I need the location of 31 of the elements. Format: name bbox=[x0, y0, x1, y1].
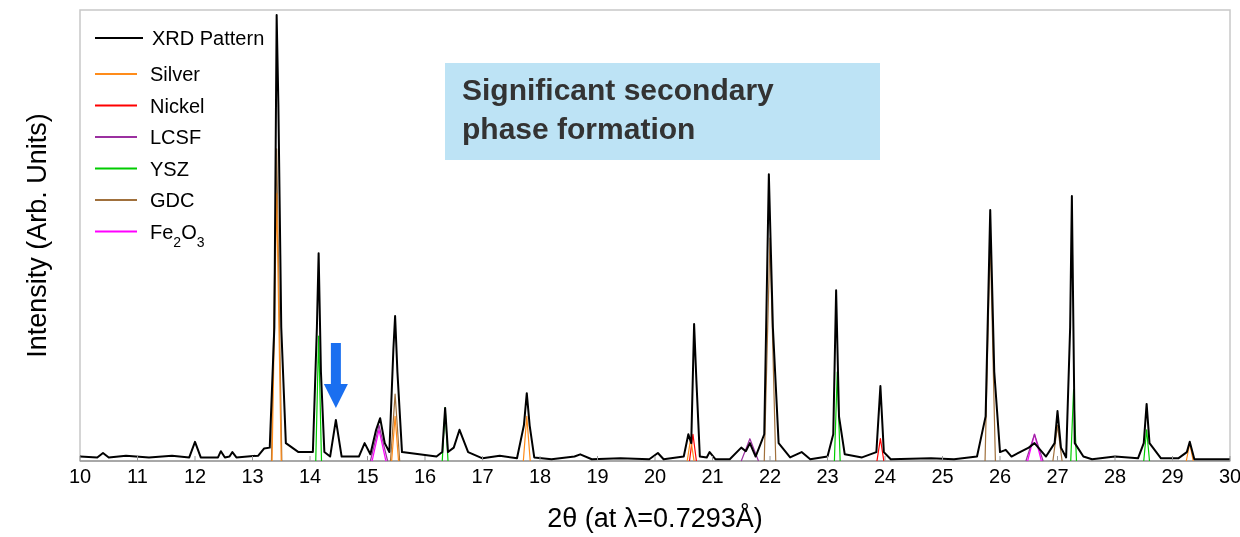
x-tick-label: 10 bbox=[68, 465, 92, 487]
legend-label: XRD Pattern bbox=[152, 27, 265, 49]
legend-label: GDC bbox=[150, 189, 195, 211]
x-tick-label: 16 bbox=[413, 465, 437, 487]
x-tick-label: 12 bbox=[183, 465, 207, 487]
legend-label: Nickel bbox=[150, 94, 205, 117]
x-tick-label: 27 bbox=[1046, 465, 1069, 487]
y-axis-title: Intensity (Arb. Units) bbox=[22, 113, 52, 358]
x-tick-label: 24 bbox=[873, 465, 897, 487]
x-tick-label: 30 bbox=[1218, 465, 1240, 487]
x-tick-label: 15 bbox=[356, 465, 379, 487]
x-tick-label: 20 bbox=[643, 465, 667, 487]
x-tick-label: 26 bbox=[988, 465, 1012, 487]
x-tick-label: 22 bbox=[758, 465, 782, 487]
x-axis-title: 2θ (at λ=0.7293Å) bbox=[547, 502, 763, 533]
x-tick-label: 11 bbox=[127, 465, 148, 487]
legend-label: LCSF bbox=[150, 126, 202, 148]
x-tick-label: 25 bbox=[931, 465, 954, 487]
x-tick-label: 18 bbox=[528, 465, 552, 487]
legend-label: YSZ bbox=[150, 157, 189, 180]
x-tick-label: 21 bbox=[701, 465, 724, 487]
legend-label: Silver bbox=[150, 63, 201, 85]
x-tick-label: 23 bbox=[816, 465, 839, 487]
x-tick-label: 17 bbox=[471, 465, 494, 487]
x-tick-label: 29 bbox=[1161, 465, 1184, 487]
x-tick-label: 19 bbox=[586, 465, 609, 487]
x-tick-label: 28 bbox=[1103, 465, 1127, 487]
x-tick-label: 14 bbox=[298, 465, 322, 487]
x-tick-label: 13 bbox=[241, 465, 264, 487]
annotation: Significant secondary phase formation bbox=[462, 73, 775, 145]
legend-label: Fe$_{2}$O$_{3}$ bbox=[150, 220, 205, 250]
